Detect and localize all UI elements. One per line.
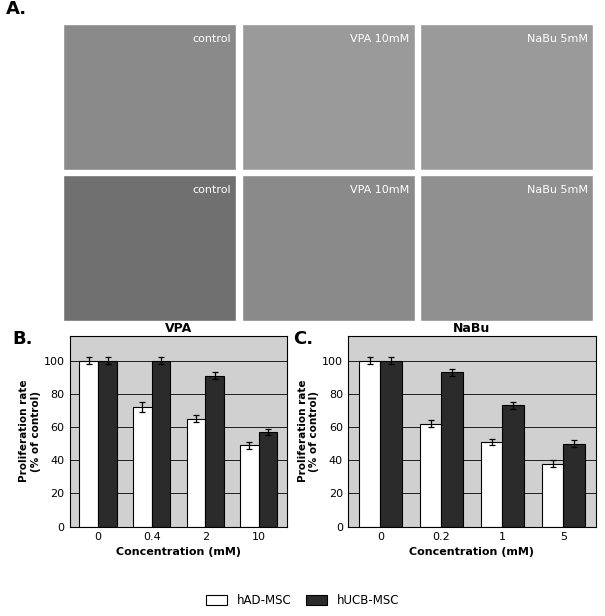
Bar [420,424,442,527]
Bar [542,464,563,527]
FancyBboxPatch shape [63,175,237,321]
Text: A.: A. [6,1,27,18]
Bar [186,419,205,527]
Text: control: control [192,185,231,195]
Bar [79,360,98,527]
Y-axis label: Proliferation rate
(% of control): Proliferation rate (% of control) [298,380,319,482]
Text: NaBu 5mM: NaBu 5mM [527,185,588,195]
Bar [205,376,224,527]
FancyBboxPatch shape [241,175,415,321]
Text: C.: C. [293,330,313,347]
X-axis label: Concentration (mM): Concentration (mM) [410,547,534,557]
Bar [240,445,259,527]
Bar [359,360,381,527]
X-axis label: Concentration (mM): Concentration (mM) [116,547,241,557]
Bar [259,432,278,527]
FancyBboxPatch shape [241,24,415,170]
FancyBboxPatch shape [420,175,594,321]
Text: VPA 10mM: VPA 10mM [350,185,410,195]
Bar [133,407,152,527]
Text: control: control [192,34,231,44]
Text: NaBu 5mM: NaBu 5mM [527,34,588,44]
Bar [563,444,584,527]
Title: NaBu: NaBu [453,322,491,334]
Bar [442,372,463,527]
Bar [502,405,524,527]
Bar [152,360,171,527]
Bar [481,442,502,527]
Text: B.: B. [12,330,33,347]
Legend: hAD-MSC, hUCB-MSC: hAD-MSC, hUCB-MSC [206,594,399,607]
FancyBboxPatch shape [63,24,237,170]
Title: VPA: VPA [165,322,192,334]
Bar [98,360,117,527]
Bar [381,360,402,527]
Y-axis label: Proliferation rate
(% of control): Proliferation rate (% of control) [19,380,41,482]
Text: VPA 10mM: VPA 10mM [350,34,410,44]
FancyBboxPatch shape [420,24,594,170]
